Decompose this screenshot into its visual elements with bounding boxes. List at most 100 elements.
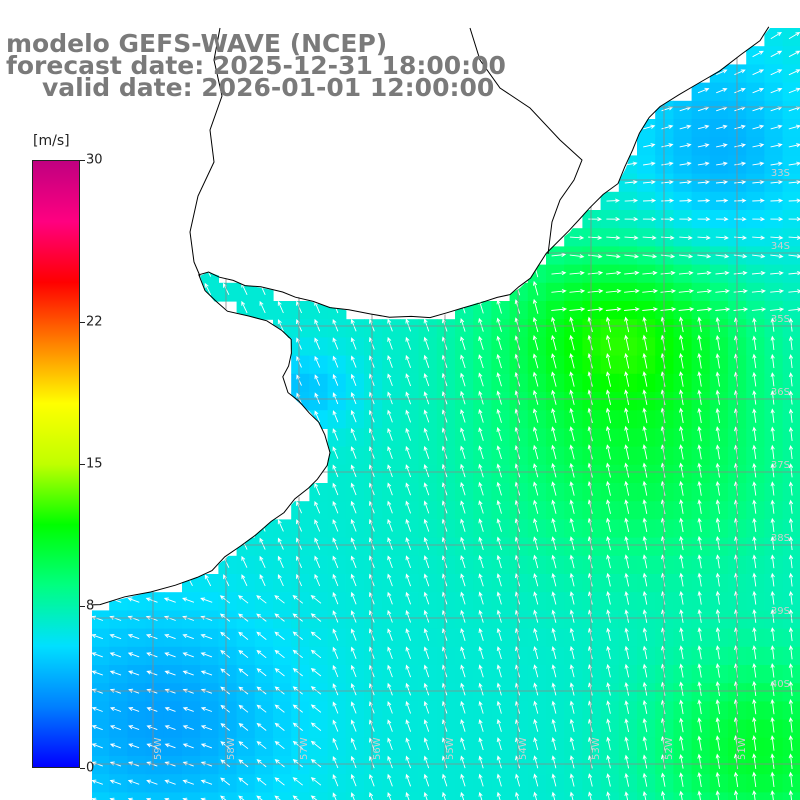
wind-arrow [788, 572, 794, 587]
wind-arrow [200, 688, 213, 694]
wind-arrow [405, 318, 412, 332]
wind-arrow [624, 480, 630, 496]
wind-arrow [788, 235, 800, 240]
wind-arrow [715, 462, 720, 478]
wind-arrow [697, 371, 702, 387]
wind-arrow [788, 353, 794, 369]
wind-arrow [533, 517, 539, 532]
wind-arrow [788, 790, 793, 800]
wind-arrow [752, 753, 757, 769]
wind-arrow [164, 633, 176, 640]
wind-arrow [697, 535, 702, 551]
longitude-label: 55W [445, 737, 456, 760]
wind-arrow [624, 179, 638, 185]
wind-arrow [332, 537, 339, 550]
wind-arrow [788, 289, 800, 294]
wind-arrow [219, 595, 231, 604]
wind-arrow [751, 307, 767, 312]
wind-cell [637, 792, 656, 800]
wind-arrow [697, 627, 702, 642]
wind-arrow [624, 590, 630, 605]
wind-arrow [314, 318, 321, 332]
wind-arrow [642, 307, 659, 312]
wind-arrow [752, 235, 766, 240]
wind-arrow [624, 288, 640, 294]
wind-arrow [642, 609, 648, 623]
wind-arrow [569, 316, 575, 333]
wind-arrow [605, 270, 622, 276]
wind-cell [291, 792, 310, 800]
wind-arrow [679, 645, 684, 660]
wind-arrow [715, 289, 730, 294]
wind-arrow [788, 517, 794, 532]
wind-arrow [350, 628, 357, 641]
wind-arrow [91, 670, 103, 676]
wind-arrow [387, 427, 393, 441]
wind-arrow [734, 180, 747, 185]
wind-arrow [256, 704, 267, 713]
wind-arrow [496, 408, 502, 423]
wind-arrow [478, 445, 484, 460]
wind-arrow [332, 410, 339, 423]
wind-arrow [770, 426, 775, 442]
wind-arrow [715, 235, 729, 240]
wind-arrow [423, 737, 430, 751]
wind-arrow [350, 446, 357, 459]
wind-arrow [679, 535, 684, 551]
border-line [469, 27, 583, 255]
wind-arrow [405, 391, 412, 405]
wind-arrow [551, 736, 557, 751]
wind-arrow [642, 480, 648, 496]
wind-arrow [91, 615, 104, 621]
wind-arrow [478, 427, 484, 441]
wind-arrow [606, 554, 611, 569]
wind-arrow [91, 652, 103, 658]
wind-arrow [387, 773, 393, 787]
wind-arrow [220, 759, 231, 768]
wind-arrow [478, 700, 484, 714]
wind-arrow [274, 668, 285, 677]
wind-arrow [715, 353, 720, 369]
wind-arrow [716, 69, 728, 76]
wind-arrow [292, 631, 303, 640]
wind-arrow [91, 706, 103, 712]
wind-arrow [164, 725, 176, 731]
wind-arrow [405, 773, 412, 787]
wind-arrow [679, 554, 684, 569]
wind-arrow [642, 352, 648, 369]
wind-arrow [204, 574, 212, 587]
wind-arrow [387, 737, 393, 751]
wind-arrow [788, 408, 794, 423]
wind-arrow [569, 554, 575, 569]
valid-date: valid date: 2026-01-01 12:00:00 [42, 73, 495, 102]
wind-arrow [551, 645, 557, 660]
wind-arrow [533, 572, 539, 587]
wind-arrow [238, 668, 249, 677]
wind-arrow [533, 554, 539, 569]
wind-arrow [715, 663, 720, 678]
wind-arrow [588, 773, 593, 787]
wind-arrow [697, 717, 702, 733]
legend-unit: [m/s] [33, 133, 70, 149]
wind-arrow [200, 743, 213, 749]
wind-arrow [200, 652, 213, 658]
wind-arrow [200, 797, 207, 800]
wind-arrow [332, 701, 339, 714]
wind-arrow [770, 716, 775, 733]
wind-arrow [679, 216, 693, 222]
wind-arrow [770, 680, 775, 696]
wind-arrow [551, 252, 567, 257]
wind-arrow [770, 87, 783, 94]
wind-arrow [478, 573, 484, 587]
wind-arrow [770, 753, 775, 769]
wind-arrow [752, 408, 757, 423]
wind-arrow [624, 736, 630, 751]
wind-arrow [661, 143, 674, 148]
wind-arrow [532, 353, 539, 369]
wind-arrow [496, 317, 502, 332]
wind-arrow [679, 180, 692, 185]
wind-arrow [496, 445, 502, 460]
wind-arrow [642, 535, 648, 551]
wind-arrow [679, 254, 694, 259]
wind-arrow [697, 645, 702, 660]
